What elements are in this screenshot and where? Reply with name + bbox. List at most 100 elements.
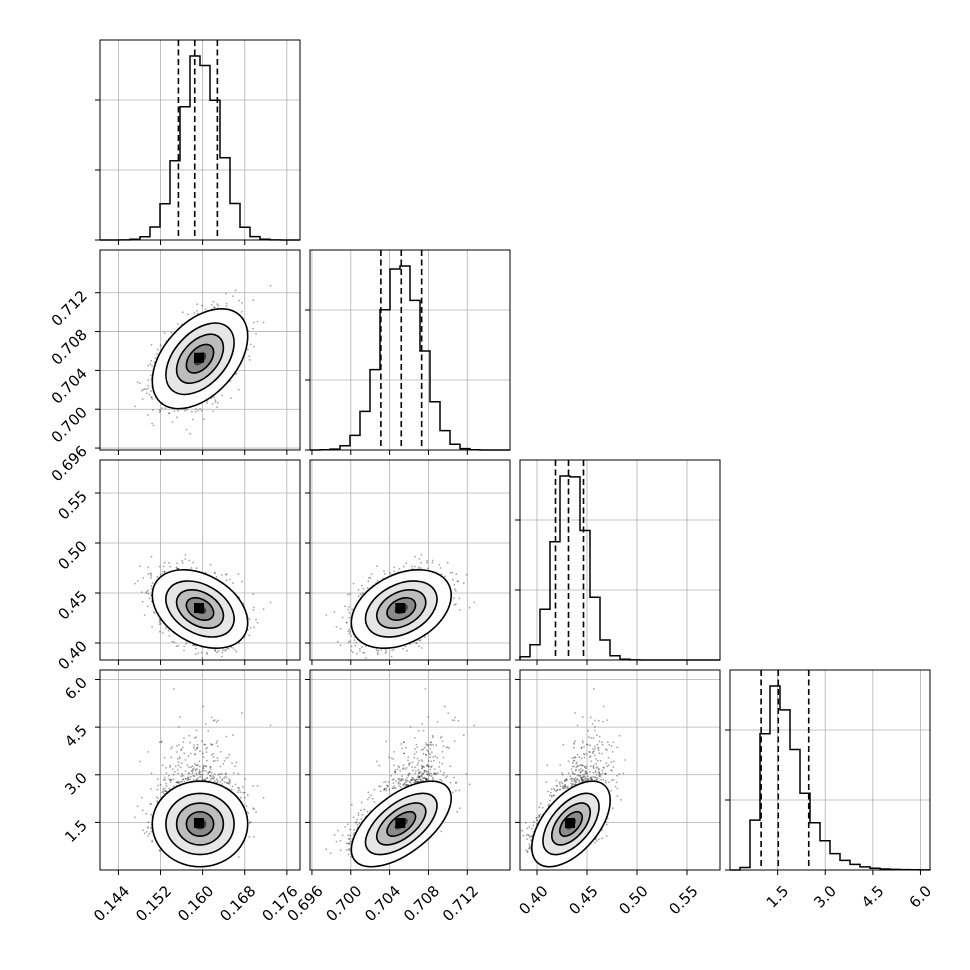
sample-point	[388, 756, 390, 759]
sample-point	[451, 719, 454, 721]
sample-point	[420, 779, 422, 782]
sample-point	[177, 782, 180, 784]
sample-point	[202, 767, 205, 769]
sample-point	[370, 794, 372, 797]
sample-point	[454, 590, 457, 592]
sample-point	[387, 781, 390, 783]
sample-point	[151, 398, 154, 400]
sample-point	[414, 555, 417, 558]
sample-point	[353, 829, 355, 831]
sample-point	[335, 840, 338, 843]
sample-point	[226, 781, 229, 784]
sample-point	[187, 776, 190, 779]
sample-point	[427, 771, 430, 773]
sample-point	[421, 723, 424, 725]
sample-point	[177, 761, 180, 763]
sample-point	[198, 769, 201, 771]
sample-point	[357, 589, 360, 591]
sample-point	[173, 688, 175, 690]
sample-point	[348, 628, 351, 631]
sample-point	[422, 748, 425, 751]
sample-point	[383, 787, 386, 790]
sample-point	[147, 379, 150, 381]
sample-point	[446, 775, 448, 778]
sample-point	[408, 764, 411, 767]
sample-point	[431, 765, 433, 768]
sample-point	[193, 744, 196, 747]
sample-point	[150, 826, 152, 829]
sample-point	[196, 303, 199, 306]
sample-point	[571, 765, 574, 768]
sample-point	[394, 769, 397, 771]
histogram-1	[310, 265, 510, 451]
sample-point	[397, 781, 400, 784]
sample-point	[148, 832, 151, 835]
sample-point	[162, 778, 165, 781]
sample-point	[178, 781, 181, 784]
sample-point	[179, 781, 182, 783]
sample-point	[392, 787, 394, 789]
sample-point	[252, 609, 255, 611]
sample-point	[339, 644, 342, 647]
sample-point	[384, 652, 387, 654]
sample-point	[183, 752, 186, 755]
sample-point	[241, 786, 244, 788]
sample-point	[230, 397, 233, 399]
sample-point	[400, 778, 403, 780]
sample-point	[357, 814, 360, 817]
sample-point	[397, 765, 400, 768]
sample-point	[177, 409, 180, 412]
sample-point	[420, 749, 423, 751]
sample-point	[184, 759, 187, 761]
sample-point	[232, 582, 234, 585]
sample-point	[391, 787, 394, 790]
sample-point	[589, 777, 592, 780]
sample-point	[595, 767, 598, 769]
sample-point	[200, 409, 203, 412]
sample-point	[237, 388, 240, 391]
sample-point	[181, 559, 184, 562]
sample-point	[451, 571, 454, 574]
sample-point	[420, 647, 423, 649]
sample-point	[196, 778, 199, 781]
sample-point	[184, 777, 187, 780]
sample-point	[427, 765, 430, 768]
sample-point	[213, 776, 216, 779]
sample-point	[146, 826, 149, 828]
sample-point	[420, 759, 423, 761]
sample-point	[394, 770, 397, 773]
sample-point	[405, 781, 408, 784]
sample-point	[215, 721, 218, 723]
sample-point	[349, 630, 351, 633]
sample-point	[206, 746, 209, 749]
sample-point	[421, 765, 424, 768]
sample-point	[406, 649, 408, 652]
sample-point	[433, 772, 435, 774]
x-tick-label: 0.704	[361, 882, 404, 925]
sample-point	[453, 740, 456, 743]
sample-point	[462, 734, 465, 737]
sample-point	[596, 840, 598, 842]
sample-point	[559, 785, 562, 788]
contour-2	[175, 333, 225, 385]
sample-point	[210, 771, 213, 774]
sample-point	[550, 794, 553, 797]
sample-point	[168, 412, 171, 415]
sample-point	[215, 778, 218, 780]
sample-point	[348, 838, 350, 841]
sample-point	[192, 418, 194, 421]
sample-point	[434, 755, 437, 758]
sample-point	[136, 805, 139, 808]
sample-point	[605, 835, 608, 837]
sample-point	[200, 740, 203, 743]
sample-point	[355, 641, 357, 644]
sample-point	[205, 748, 207, 750]
sample-point	[176, 780, 179, 783]
sample-point	[473, 724, 476, 727]
sample-point	[220, 655, 223, 658]
sample-point	[207, 771, 210, 774]
sample-point	[385, 650, 388, 653]
sample-point	[195, 779, 198, 781]
sample-point	[375, 649, 378, 652]
sample-point	[337, 829, 339, 832]
